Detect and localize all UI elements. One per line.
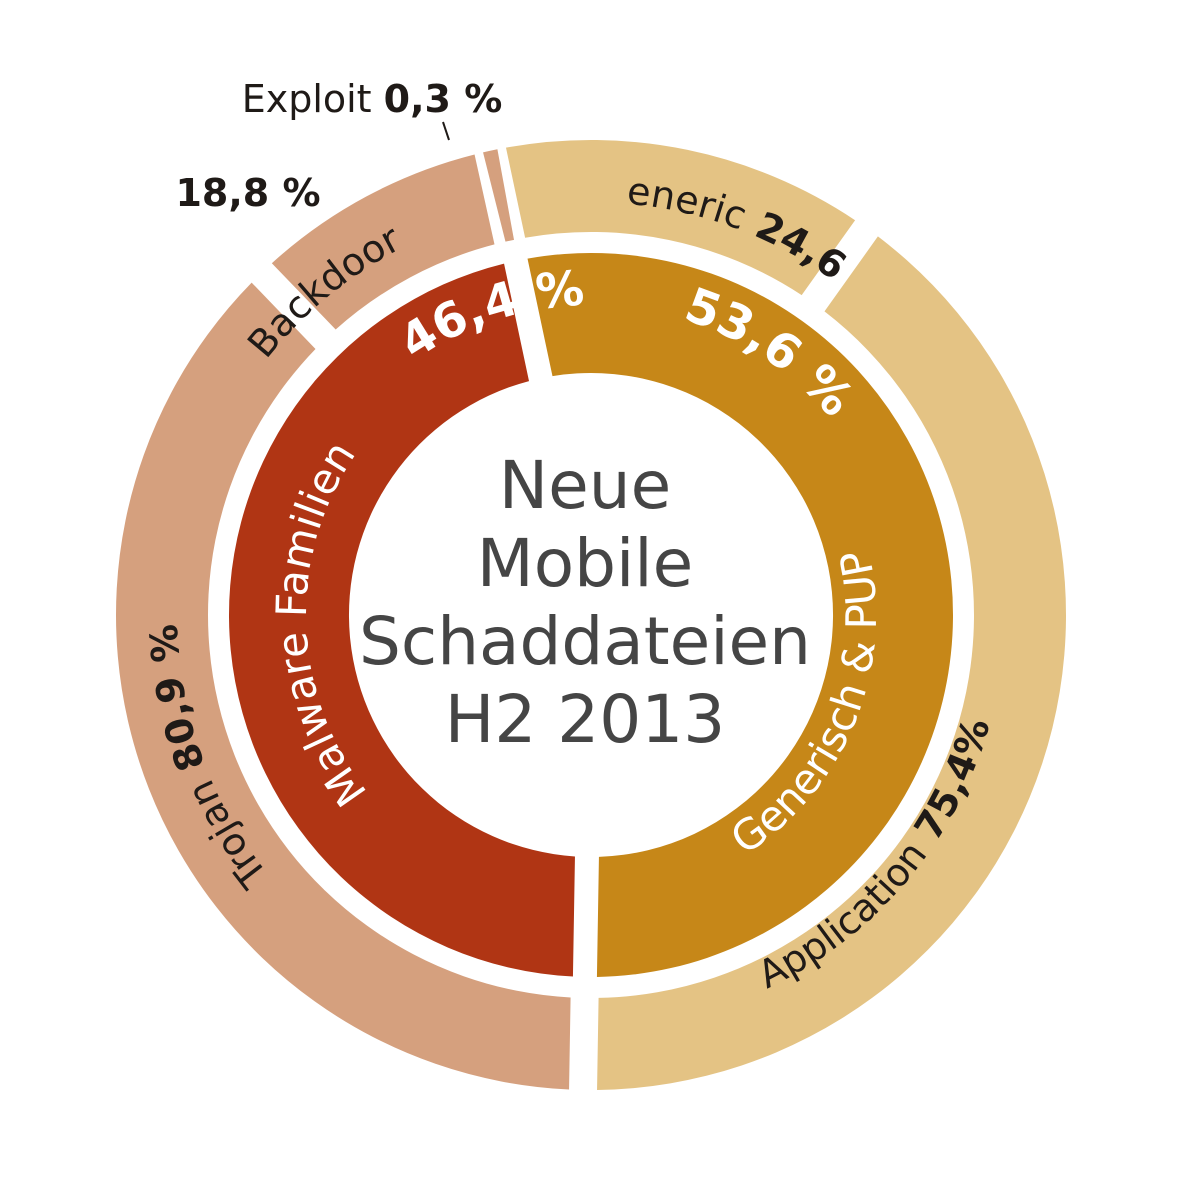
center-title-line-3: Schaddateien <box>359 603 811 680</box>
inner-slice-generisch-pup <box>527 252 954 977</box>
outer-slice-generic <box>505 139 856 296</box>
center-title-line-4: H2 2013 <box>445 681 726 758</box>
outer-slice-trojan <box>115 282 571 1090</box>
inner-slice-malware-familien <box>228 263 575 977</box>
outer-slice-exploit <box>483 149 515 242</box>
exploit-leader-line <box>442 121 450 141</box>
center-title: Neue Mobile Schaddateien H2 2013 <box>359 447 811 758</box>
label-backdoor-pct: 18,8 % <box>175 171 320 215</box>
outer-slice-application <box>597 236 1067 1090</box>
center-title-line-1: Neue <box>499 447 671 524</box>
center-title-line-2: Mobile <box>477 525 694 602</box>
rings <box>115 139 1067 1090</box>
label-exploit: Exploit 0,3 % <box>242 77 503 121</box>
outer-slice-backdoor <box>271 154 495 330</box>
